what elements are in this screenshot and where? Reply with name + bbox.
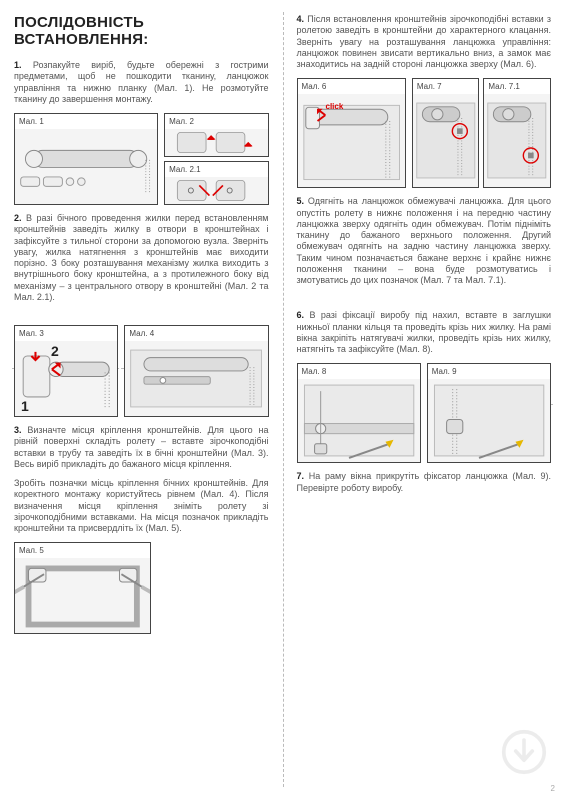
figure-9-caption: Мал. 9: [428, 364, 550, 379]
figure-3-art: 1 2: [15, 341, 117, 416]
figure-7-caption: Мал. 7: [413, 79, 479, 94]
click-label: click: [326, 102, 344, 111]
figure-7-1: Мал. 7.1: [483, 78, 551, 188]
figure-6-art: click: [298, 94, 405, 187]
figure-4-caption: Мал. 4: [125, 326, 267, 341]
figure-1: Мал. 1: [14, 113, 158, 205]
right-column: 4. Після встановлення кронштейнів зірочк…: [283, 0, 565, 799]
step-1-text: 1. Розпакуйте виріб, будьте обережні з г…: [14, 60, 269, 105]
fig-row-4: Мал. 6 click Мал. 7: [297, 78, 552, 188]
figure-6: Мал. 6 click: [297, 78, 406, 188]
figure-5: Мал. 5: [14, 542, 151, 634]
figure-2-1-caption: Мал. 2.1: [165, 162, 267, 177]
figure-7-1-art: [484, 94, 550, 187]
step-3-body-a: Визначте місця кріплення кронштейнів. Дл…: [14, 425, 269, 469]
figure-6-caption: Мал. 6: [298, 79, 405, 94]
step-7-num: 7.: [297, 471, 305, 481]
page-number: 2: [551, 784, 555, 793]
figure-8: Мал. 8: [297, 363, 421, 463]
page-title: ПОСЛІДОВНІСТЬ ВСТАНОВЛЕННЯ:: [14, 14, 269, 48]
step-5-text: 5. Одягніть на ланцюжок обмежувачі ланцю…: [297, 196, 552, 286]
step-1-body: Розпакуйте виріб, будьте обережні з гост…: [14, 60, 269, 104]
figure-8-caption: Мал. 8: [298, 364, 420, 379]
figure-2-art: [165, 129, 267, 156]
fig-row-5: Мал. 8 Мал. 9: [297, 363, 552, 463]
figure-2-1-art: [165, 177, 267, 204]
step-5-num: 5.: [297, 196, 305, 206]
figure-2: Мал. 2: [164, 113, 268, 157]
step-6-text: 6. В разі фіксації виробу під нахил, вст…: [297, 310, 552, 355]
figure-3-num1: 1: [21, 398, 29, 414]
left-column: ПОСЛІДОВНІСТЬ ВСТАНОВЛЕННЯ: 1. Розпакуйт…: [0, 0, 283, 799]
figure-3: Мал. 3 1 2: [14, 325, 118, 417]
figure-5-art: [15, 558, 150, 633]
figure-1-caption: Мал. 1: [15, 114, 157, 129]
figure-3-caption: Мал. 3: [15, 326, 117, 341]
figure-5-caption: Мал. 5: [15, 543, 150, 558]
watermark-icon: [501, 729, 547, 775]
figure-3-num2: 2: [51, 343, 59, 359]
figure-7-1-caption: Мал. 7.1: [484, 79, 550, 94]
figure-4: Мал. 4: [124, 325, 268, 417]
step-6-body: В разі фіксації виробу під нахил, вставт…: [297, 310, 552, 354]
page: ПОСЛІДОВНІСТЬ ВСТАНОВЛЕННЯ: 1. Розпакуйт…: [0, 0, 565, 799]
step-4-text: 4. Після встановлення кронштейнів зірочк…: [297, 14, 552, 70]
figure-7: Мал. 7: [412, 78, 480, 188]
step-1-num: 1.: [14, 60, 22, 70]
figure-8-art: [298, 379, 420, 462]
step-2-body: В разі бічного проведення жилки перед вс…: [14, 213, 269, 302]
step-2-num: 2.: [14, 213, 22, 223]
figure-4-art: [125, 341, 267, 416]
figure-7-art: [413, 94, 479, 187]
fig-row-1: Мал. 1 Мал: [14, 113, 269, 205]
figure-9-art: [428, 379, 550, 462]
step-7-body: На раму вікна прикрутіть фіксатор ланцюж…: [297, 471, 552, 492]
step-7-text: 7. На раму вікна прикрутіть фіксатор лан…: [297, 471, 552, 494]
figure-2-caption: Мал. 2: [165, 114, 267, 129]
fig-row-3: Мал. 5: [14, 542, 269, 634]
fig-row-2: Мал. 3 1 2 Мал: [14, 325, 269, 417]
step-6-num: 6.: [297, 310, 305, 320]
step-3-text-b: Зробіть позначки місць кріплення бічних …: [14, 478, 269, 534]
step-4-num: 4.: [297, 14, 305, 24]
step-5-body: Одягніть на ланцюжок обмежувачі ланцюжка…: [297, 196, 552, 285]
figure-9: Мал. 9: [427, 363, 551, 463]
step-4-body: Після встановлення кронштейнів зірочкопо…: [297, 14, 552, 69]
figure-2-1: Мал. 2.1: [164, 161, 268, 205]
step-3-num: 3.: [14, 425, 22, 435]
figure-1-art: [15, 129, 157, 204]
step-3-text-a: 3. Визначте місця кріплення кронштейнів.…: [14, 425, 269, 470]
step-2-text: 2. В разі бічного проведення жилки перед…: [14, 213, 269, 303]
